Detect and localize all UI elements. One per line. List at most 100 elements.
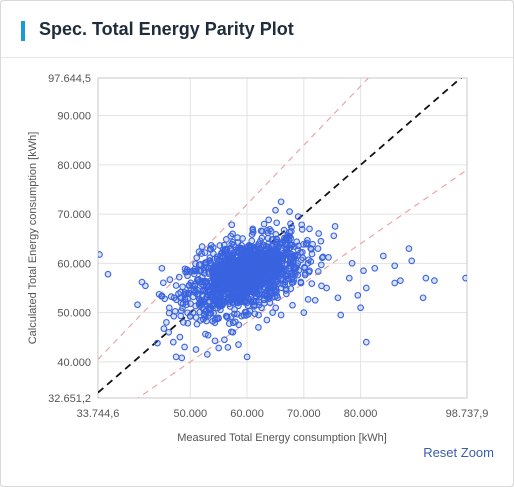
data-point [279, 266, 287, 273]
data-point [282, 287, 290, 294]
y-tick-label: 40.000 [57, 357, 91, 369]
data-point [192, 302, 200, 310]
data-point [253, 294, 260, 301]
data-point [201, 261, 209, 269]
data-point [187, 279, 195, 287]
data-point [222, 298, 229, 305]
data-point [255, 265, 263, 273]
data-point [198, 250, 205, 257]
data-point [242, 308, 250, 316]
data-point [258, 280, 266, 288]
reference-line [98, 78, 370, 360]
data-point [211, 262, 218, 269]
data-point [362, 284, 370, 292]
data-point [323, 284, 330, 292]
data-point [292, 269, 299, 276]
data-point [290, 254, 298, 262]
reference-line [137, 169, 467, 398]
y-tick-label: 50.000 [57, 308, 91, 320]
data-point [235, 321, 243, 329]
data-point [249, 225, 257, 233]
data-point [203, 351, 211, 358]
data-point [268, 284, 276, 292]
data-point [227, 232, 235, 240]
data-point [155, 290, 163, 298]
data-point [317, 261, 325, 269]
data-point [234, 259, 242, 267]
data-point [205, 270, 213, 278]
data-point [325, 254, 332, 261]
x-axis-label: Measured Total Energy consumption [kWh] [177, 432, 387, 444]
data-point [318, 254, 326, 262]
data-point [308, 250, 316, 258]
data-point [189, 293, 197, 301]
data-point [222, 236, 230, 243]
data-point [172, 353, 180, 361]
data-point [192, 260, 199, 268]
data-point [260, 220, 268, 228]
data-point [362, 338, 370, 346]
data-point [239, 271, 246, 279]
data-point [273, 259, 281, 266]
data-point [242, 245, 250, 253]
data-point [287, 220, 294, 228]
data-point [134, 301, 141, 309]
data-point [169, 338, 177, 346]
data-point [98, 251, 103, 258]
data-point [215, 272, 223, 280]
data-point [248, 237, 256, 245]
data-point [264, 240, 272, 248]
data-point [279, 251, 287, 259]
data-point [192, 346, 200, 353]
data-point [177, 288, 184, 296]
data-point [305, 256, 312, 264]
data-point [212, 282, 220, 290]
data-point [229, 238, 237, 246]
data-point [217, 306, 224, 314]
data-point [288, 275, 295, 283]
data-point [197, 317, 204, 324]
data-point [294, 213, 302, 220]
data-point [391, 279, 399, 287]
data-point [245, 278, 253, 285]
data-point [233, 285, 240, 293]
data-point [184, 272, 191, 280]
data-point [229, 294, 237, 301]
data-point [348, 259, 356, 267]
data-point [210, 301, 218, 309]
data-point [211, 337, 219, 345]
data-point [258, 290, 266, 298]
data-point [219, 267, 227, 274]
data-point [306, 225, 313, 233]
data-point [230, 273, 238, 281]
data-point [181, 343, 188, 351]
x-tick-label: 50.000 [173, 408, 207, 420]
y-tick-label: 80.000 [57, 160, 91, 172]
data-point [159, 279, 167, 287]
data-point [282, 271, 289, 279]
data-point [282, 241, 290, 248]
y-tick-label: 32.651,2 [48, 393, 91, 405]
data-point [253, 251, 261, 259]
data-point [280, 226, 288, 234]
data-point [263, 260, 271, 268]
data-point [224, 344, 232, 351]
data-point [360, 267, 367, 275]
data-point [206, 254, 214, 262]
data-point [224, 254, 232, 262]
y-axis-ticks: 32.651,2 40.000 50.000 60.000 70.000 80.000 90… [48, 73, 91, 405]
data-point [298, 221, 306, 229]
data-point [462, 274, 467, 282]
data-point [311, 296, 319, 304]
data-point [104, 270, 112, 278]
reset-zoom-link[interactable]: Reset Zoom [423, 445, 494, 460]
data-point [218, 253, 226, 261]
data-point [240, 260, 247, 268]
data-point [171, 308, 179, 315]
data-point [204, 331, 212, 339]
data-point [265, 273, 272, 281]
data-point [330, 232, 338, 240]
data-point [221, 336, 228, 344]
data-point [200, 281, 207, 289]
